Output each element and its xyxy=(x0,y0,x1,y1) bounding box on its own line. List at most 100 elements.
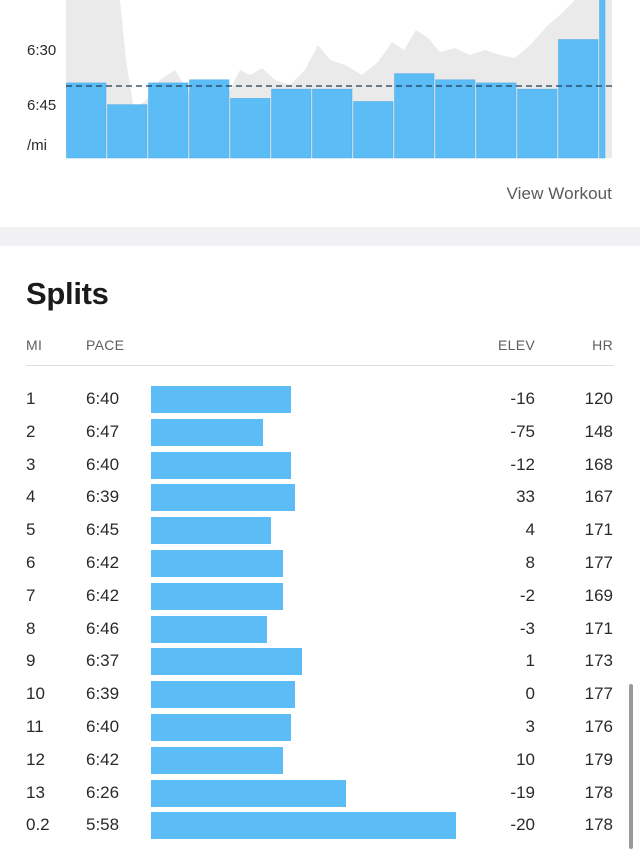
pace-bar-12 xyxy=(517,88,558,159)
split-row: 1 6:40 -16 120 xyxy=(0,383,640,416)
split-pace: 6:39 xyxy=(86,684,120,704)
split-elevation: 4 xyxy=(525,520,535,540)
split-mile: 9 xyxy=(26,651,36,671)
split-row: 5 6:45 4 171 xyxy=(0,514,640,547)
split-heart-rate: 148 xyxy=(584,421,613,441)
pace-bar-5 xyxy=(230,98,271,159)
split-pace-bar xyxy=(151,386,291,413)
split-pace: 6:42 xyxy=(86,553,120,572)
splits-title: Splits xyxy=(26,276,109,311)
split-pace-bar xyxy=(151,746,283,774)
split-elevation: -2 xyxy=(519,585,535,605)
split-mile: 5 xyxy=(26,520,36,540)
split-heart-rate: 169 xyxy=(584,585,613,605)
split-heart-rate: 171 xyxy=(584,618,613,638)
split-mile: 10 xyxy=(26,684,45,704)
pace-chart-card: 6:30 6:45 /mi View Workout xyxy=(0,0,640,227)
view-workout-link[interactable]: View Workout xyxy=(506,184,612,203)
split-row: 4 6:39 33 167 xyxy=(0,481,640,514)
split-mile: 0.2 xyxy=(26,815,50,835)
split-row: 7 6:42 -2 169 xyxy=(0,580,640,613)
pace-chart xyxy=(66,0,612,159)
split-pace-bar xyxy=(151,550,283,577)
split-row: 10 6:39 0 177 xyxy=(0,678,640,711)
split-mile: 6 xyxy=(26,553,36,572)
split-pace-bar xyxy=(151,582,283,610)
split-pace: 6:42 xyxy=(86,749,120,769)
splits-section: Splits MI PACE ELEV HR 1 6:40 -16 120 2 6:47-… xyxy=(0,246,640,853)
split-row: 6 6:42 8 177 xyxy=(0,547,640,580)
split-pace: 6:42 xyxy=(86,585,120,605)
split-row: 8 6:46 -3 171 xyxy=(0,613,640,646)
split-elevation: -3 xyxy=(519,618,535,638)
split-heart-rate: 167 xyxy=(584,487,613,507)
split-pace-bar xyxy=(151,451,291,479)
split-heart-rate: 120 xyxy=(584,389,613,408)
split-pace: 6:40 xyxy=(86,389,120,408)
split-elevation: 3 xyxy=(525,717,535,736)
pace-bar-2 xyxy=(107,104,148,159)
split-row: 11 6:40 3 176 xyxy=(0,711,640,744)
split-elevation: 33 xyxy=(516,487,535,507)
split-elevation: 0 xyxy=(525,684,535,704)
split-pace-bar xyxy=(151,484,295,512)
column-header-pace: PACE xyxy=(86,337,125,353)
split-pace-bar xyxy=(151,648,302,676)
split-elevation: -12 xyxy=(510,454,535,474)
y-axis-unit: /mi xyxy=(27,137,47,154)
split-elevation: -16 xyxy=(510,389,535,408)
split-mile: 4 xyxy=(26,487,36,507)
split-mile: 8 xyxy=(26,618,36,638)
split-pace: 6:37 xyxy=(86,651,120,671)
split-elevation: 8 xyxy=(525,553,535,572)
pace-bar-10 xyxy=(435,79,476,159)
split-pace-bar xyxy=(151,681,295,709)
split-heart-rate: 177 xyxy=(584,553,613,572)
pace-bar-3 xyxy=(148,82,189,159)
split-heart-rate: 171 xyxy=(584,520,613,540)
split-elevation: -75 xyxy=(510,421,535,441)
pace-bar-1 xyxy=(66,82,107,159)
split-heart-rate: 173 xyxy=(584,651,613,671)
pace-bar-13 xyxy=(558,39,599,159)
split-pace-bar xyxy=(151,779,346,807)
split-pace: 6:40 xyxy=(86,454,120,474)
split-pace-bar xyxy=(151,418,263,446)
split-row: 0.2 5:58 -20 178 xyxy=(0,809,640,842)
split-pace: 6:40 xyxy=(86,717,120,736)
split-pace-bar xyxy=(151,517,271,545)
column-header-hr: HR xyxy=(592,337,613,353)
split-row: 13 6:26 -19 178 xyxy=(0,777,640,810)
split-pace: 6:26 xyxy=(86,782,120,802)
y-tick-label: 6:30 xyxy=(27,42,57,59)
column-header-elev: ELEV xyxy=(498,337,535,353)
split-pace-bar xyxy=(151,615,267,643)
split-mile: 12 xyxy=(26,749,45,769)
split-pace: 6:47 xyxy=(86,421,120,441)
scrollbar[interactable] xyxy=(629,684,633,849)
split-heart-rate: 177 xyxy=(584,684,613,704)
split-heart-rate: 178 xyxy=(584,782,613,802)
y-tick-label: 6:45 xyxy=(27,97,57,114)
split-pace-bar xyxy=(151,714,291,741)
header-divider xyxy=(26,365,614,366)
split-heart-rate: 179 xyxy=(584,749,613,769)
split-mile: 7 xyxy=(26,585,36,605)
pace-bar-0.2 xyxy=(599,0,606,159)
split-mile: 11 xyxy=(26,717,44,736)
pace-bar-8 xyxy=(353,101,394,159)
split-row: 12 6:42 10 179 xyxy=(0,744,640,777)
split-pace: 6:39 xyxy=(86,487,120,507)
split-pace: 6:46 xyxy=(86,618,120,638)
split-mile: 3 xyxy=(26,454,36,474)
split-elevation: -19 xyxy=(510,782,535,802)
split-heart-rate: 168 xyxy=(584,454,613,474)
pace-bars xyxy=(66,0,606,159)
pace-bar-7 xyxy=(312,88,353,159)
pace-bar-9 xyxy=(394,73,435,159)
split-pace-bar xyxy=(151,812,456,840)
split-elevation: 10 xyxy=(516,749,535,769)
split-elevation: -20 xyxy=(510,815,535,835)
pace-bar-11 xyxy=(476,82,517,159)
split-heart-rate: 176 xyxy=(584,717,613,736)
